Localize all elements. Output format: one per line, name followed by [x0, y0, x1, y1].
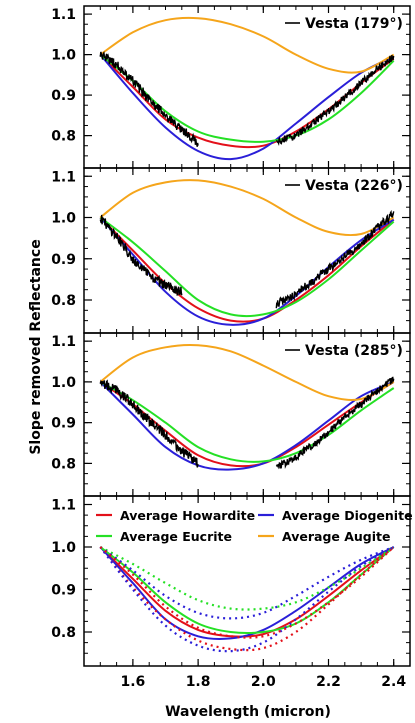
y-tick-label: 1.1: [51, 334, 76, 350]
average-diogenite-line: [99, 380, 395, 471]
legend-label: Average Eucrite: [120, 529, 232, 544]
plot-area: [99, 179, 395, 326]
y-tick-label: 0.9: [51, 416, 76, 432]
y-tick-label: 1.1: [51, 169, 76, 185]
x-tick-label: 1.8: [186, 674, 211, 690]
panels-group: 0.8 0.9 1.0 1.1 Vesta (179°) 0.8 0.9 1.0 1.1 Vest…: [51, 5, 413, 690]
y-tick-label: 1.1: [51, 7, 76, 23]
average-diogenite-dotted-line: [99, 546, 395, 653]
average-diogenite-line: [99, 546, 395, 640]
average-eucrite-line: [99, 381, 395, 463]
panel-1: 0.8 0.9 1.0 1.1 Vesta (179°): [51, 5, 411, 169]
legend-label: Vesta (285°): [305, 343, 403, 359]
average-diogenite-line: [99, 53, 395, 161]
panel-3: 0.8 0.9 1.0 1.1 Vesta (285°): [51, 332, 411, 497]
vesta-spectrum-line: [275, 376, 395, 470]
panel-4: 0.8 0.9 1.0 1.1 1.6 1.8 2.0 2.2 2.4 Average Howar…: [51, 495, 413, 690]
panel-frame: [83, 495, 411, 667]
vesta-spectrum-line: [99, 214, 183, 296]
y-tick-label: 1.0: [51, 48, 76, 64]
x-tick-label: 2.4: [381, 674, 406, 690]
y-tick-label: 0.9: [51, 88, 76, 104]
y-tick-label: 0.8: [51, 456, 76, 472]
y-tick-label: 0.8: [51, 293, 76, 309]
plot-area: [99, 545, 395, 653]
y-tick-label: 0.8: [51, 625, 76, 641]
y-tick-label: 1.0: [51, 211, 76, 227]
legend-label: Vesta (179°): [305, 16, 403, 32]
average-howardite-dotted-line: [99, 546, 395, 639]
legend-label: Average Augite: [282, 529, 391, 544]
legend-label: Average Diogenite: [282, 508, 413, 523]
average-diogenite-dotted-line: [99, 545, 395, 620]
average-howardite-line: [99, 53, 395, 149]
plot-area: [99, 16, 395, 161]
x-axis-label: Wavelength (micron): [165, 704, 331, 720]
x-tick-label: 2.2: [316, 674, 341, 690]
y-tick-label: 1.0: [51, 375, 76, 391]
average-howardite-dotted-line: [99, 546, 395, 652]
y-tick-label: 0.9: [51, 252, 76, 268]
panel-2: 0.8 0.9 1.0 1.1 Vesta (226°): [51, 167, 411, 334]
vesta-spectrum-line: [99, 379, 199, 468]
average-augite-line: [99, 179, 395, 237]
vesta-spectrum-line: [99, 51, 199, 147]
y-tick-label: 1.1: [51, 498, 76, 514]
legend-label: Vesta (226°): [305, 178, 403, 194]
vesta-spectrum-line: [276, 54, 395, 147]
x-tick-label: 1.6: [120, 674, 145, 690]
y-axis-label: Slope removed Reflectance: [28, 239, 44, 454]
average-howardite-line: [99, 381, 395, 468]
x-tick-label: 2.0: [251, 674, 276, 690]
average-howardite-line: [99, 546, 395, 638]
vesta-spectrum-line: [275, 209, 395, 309]
average-diogenite-line: [99, 216, 395, 326]
y-tick-label: 0.8: [51, 129, 76, 145]
legend-label: Average Howardite: [120, 508, 255, 523]
y-tick-label: 1.0: [51, 540, 76, 556]
average-augite-line: [99, 343, 395, 401]
average-howardite-line: [99, 216, 395, 323]
average-eucrite-dotted-line: [99, 546, 395, 611]
y-tick-label: 0.9: [51, 583, 76, 599]
average-eucrite-line: [99, 216, 395, 318]
plot-area: [99, 343, 395, 471]
average-augite-line: [99, 16, 395, 74]
